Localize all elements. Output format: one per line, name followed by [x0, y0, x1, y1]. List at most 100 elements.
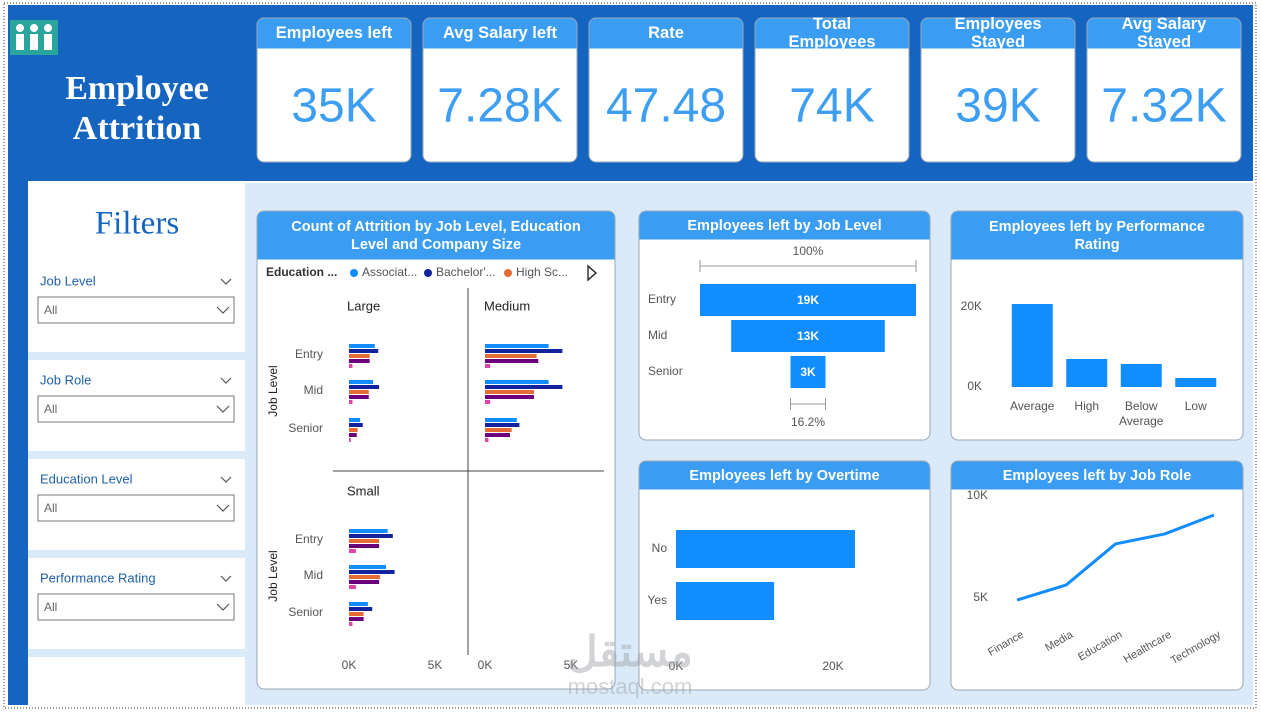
dropdown-box[interactable]: [37, 494, 235, 522]
bar: [349, 354, 370, 358]
category-label: Entry: [295, 347, 323, 361]
dropdown-value[interactable]: All: [44, 600, 57, 614]
dropdown-value[interactable]: All: [44, 303, 57, 317]
card: [256, 210, 616, 690]
filter-dropdown[interactable]: All: [37, 494, 235, 522]
filter-chevron: [220, 377, 232, 384]
bar: [349, 534, 393, 538]
category-label: Entry: [295, 532, 323, 546]
bar: [349, 433, 357, 437]
logo-figure: [30, 24, 38, 32]
bar: [485, 349, 563, 353]
dropdown-chevron[interactable]: [216, 405, 230, 413]
category-label: Average: [1010, 399, 1055, 413]
watermark: mostaql.com: [568, 674, 693, 699]
card-title: Employees left: [276, 24, 393, 42]
card-title: Total Employees: [788, 15, 875, 51]
bar: [1066, 359, 1108, 387]
logo-figure: [16, 24, 24, 32]
category-label: Low: [1185, 399, 1207, 413]
bar: [485, 359, 539, 363]
category-label: Mid: [304, 383, 323, 397]
card-title: Employees Stayed: [954, 15, 1041, 51]
bar: [485, 400, 491, 404]
bar: [1175, 378, 1217, 387]
dropdown-value[interactable]: All: [44, 402, 57, 416]
bar: [349, 585, 356, 589]
bar: [349, 539, 380, 543]
filter-dropdown[interactable]: All: [37, 296, 235, 324]
dropdown-chevron[interactable]: [216, 603, 230, 611]
kpi-value: 74K: [789, 80, 874, 133]
bracket: [699, 260, 917, 272]
filter-label: Education Level: [40, 471, 133, 486]
tick-label: 5K: [564, 658, 579, 672]
tick-label: 0K: [967, 379, 982, 393]
bar: [485, 395, 535, 399]
data-label: 13K: [797, 329, 819, 343]
bar: [349, 364, 353, 368]
bar: [485, 433, 510, 437]
category-label: Senior: [288, 421, 323, 435]
dropdown-box[interactable]: [37, 593, 235, 621]
legend-label: Bachelor'...: [436, 265, 496, 279]
logo-figure: [30, 34, 38, 50]
filter-shadow: [28, 451, 245, 459]
bar: [349, 612, 364, 616]
dropdown-chevron[interactable]: [216, 306, 230, 314]
category-label: No: [652, 541, 668, 555]
bar: [349, 549, 356, 553]
card-header: [951, 211, 1243, 260]
card-header: [639, 461, 930, 490]
legend-label: Associat...: [362, 265, 417, 279]
bar: [349, 400, 353, 404]
bar: [349, 390, 369, 394]
bar: [349, 438, 351, 442]
tick-label: 20K: [961, 299, 982, 313]
bar: [349, 418, 361, 422]
filter-label: Job Role: [40, 372, 91, 387]
dropdown-box[interactable]: [37, 395, 235, 423]
filter-chevron: [220, 575, 232, 582]
dropdown-value[interactable]: All: [44, 501, 57, 515]
category-label: Entry: [648, 292, 676, 306]
legend-next: [587, 264, 598, 282]
filter-label: Job Level: [40, 273, 96, 288]
line: [1016, 513, 1215, 602]
bar: [676, 530, 855, 568]
card-header: [423, 18, 577, 49]
logo-figure: [44, 24, 52, 32]
card-title: Employees left by Job Role: [1003, 468, 1192, 484]
logo: [10, 20, 58, 55]
bar: [349, 395, 369, 399]
bar: [349, 575, 380, 579]
filter-dropdown[interactable]: All: [37, 395, 235, 423]
legend-label: High Sc...: [516, 265, 568, 279]
kpi-value: 35K: [291, 80, 376, 133]
dropdown-chevron[interactable]: [216, 504, 230, 512]
filter-dropdown[interactable]: All: [37, 593, 235, 621]
panel-title: Large: [347, 298, 380, 313]
card: [754, 17, 910, 163]
category-label: Senior: [288, 605, 323, 619]
dropdown-box[interactable]: [37, 296, 235, 324]
bar: [349, 428, 358, 432]
card-title: Avg Salary left: [443, 24, 558, 42]
card-title: Count of Attrition by Job Level, Educati…: [291, 219, 580, 253]
card: [950, 460, 1244, 691]
dashboard-title: Employee: [65, 70, 209, 107]
panel-title: Small: [347, 483, 380, 498]
card: [588, 17, 744, 163]
kpi-value: 7.32K: [1101, 80, 1226, 133]
bar: [349, 607, 373, 611]
axis-title: Job Level: [266, 550, 280, 601]
bar: [349, 565, 386, 569]
bar: [349, 344, 375, 348]
bar: [349, 529, 388, 533]
filter-label: Performance Rating: [40, 570, 156, 585]
data-label: 3K: [800, 365, 816, 379]
dashboard-title: Attrition: [73, 110, 202, 147]
bar: [349, 580, 380, 584]
kpi-value: 7.28K: [437, 80, 562, 133]
